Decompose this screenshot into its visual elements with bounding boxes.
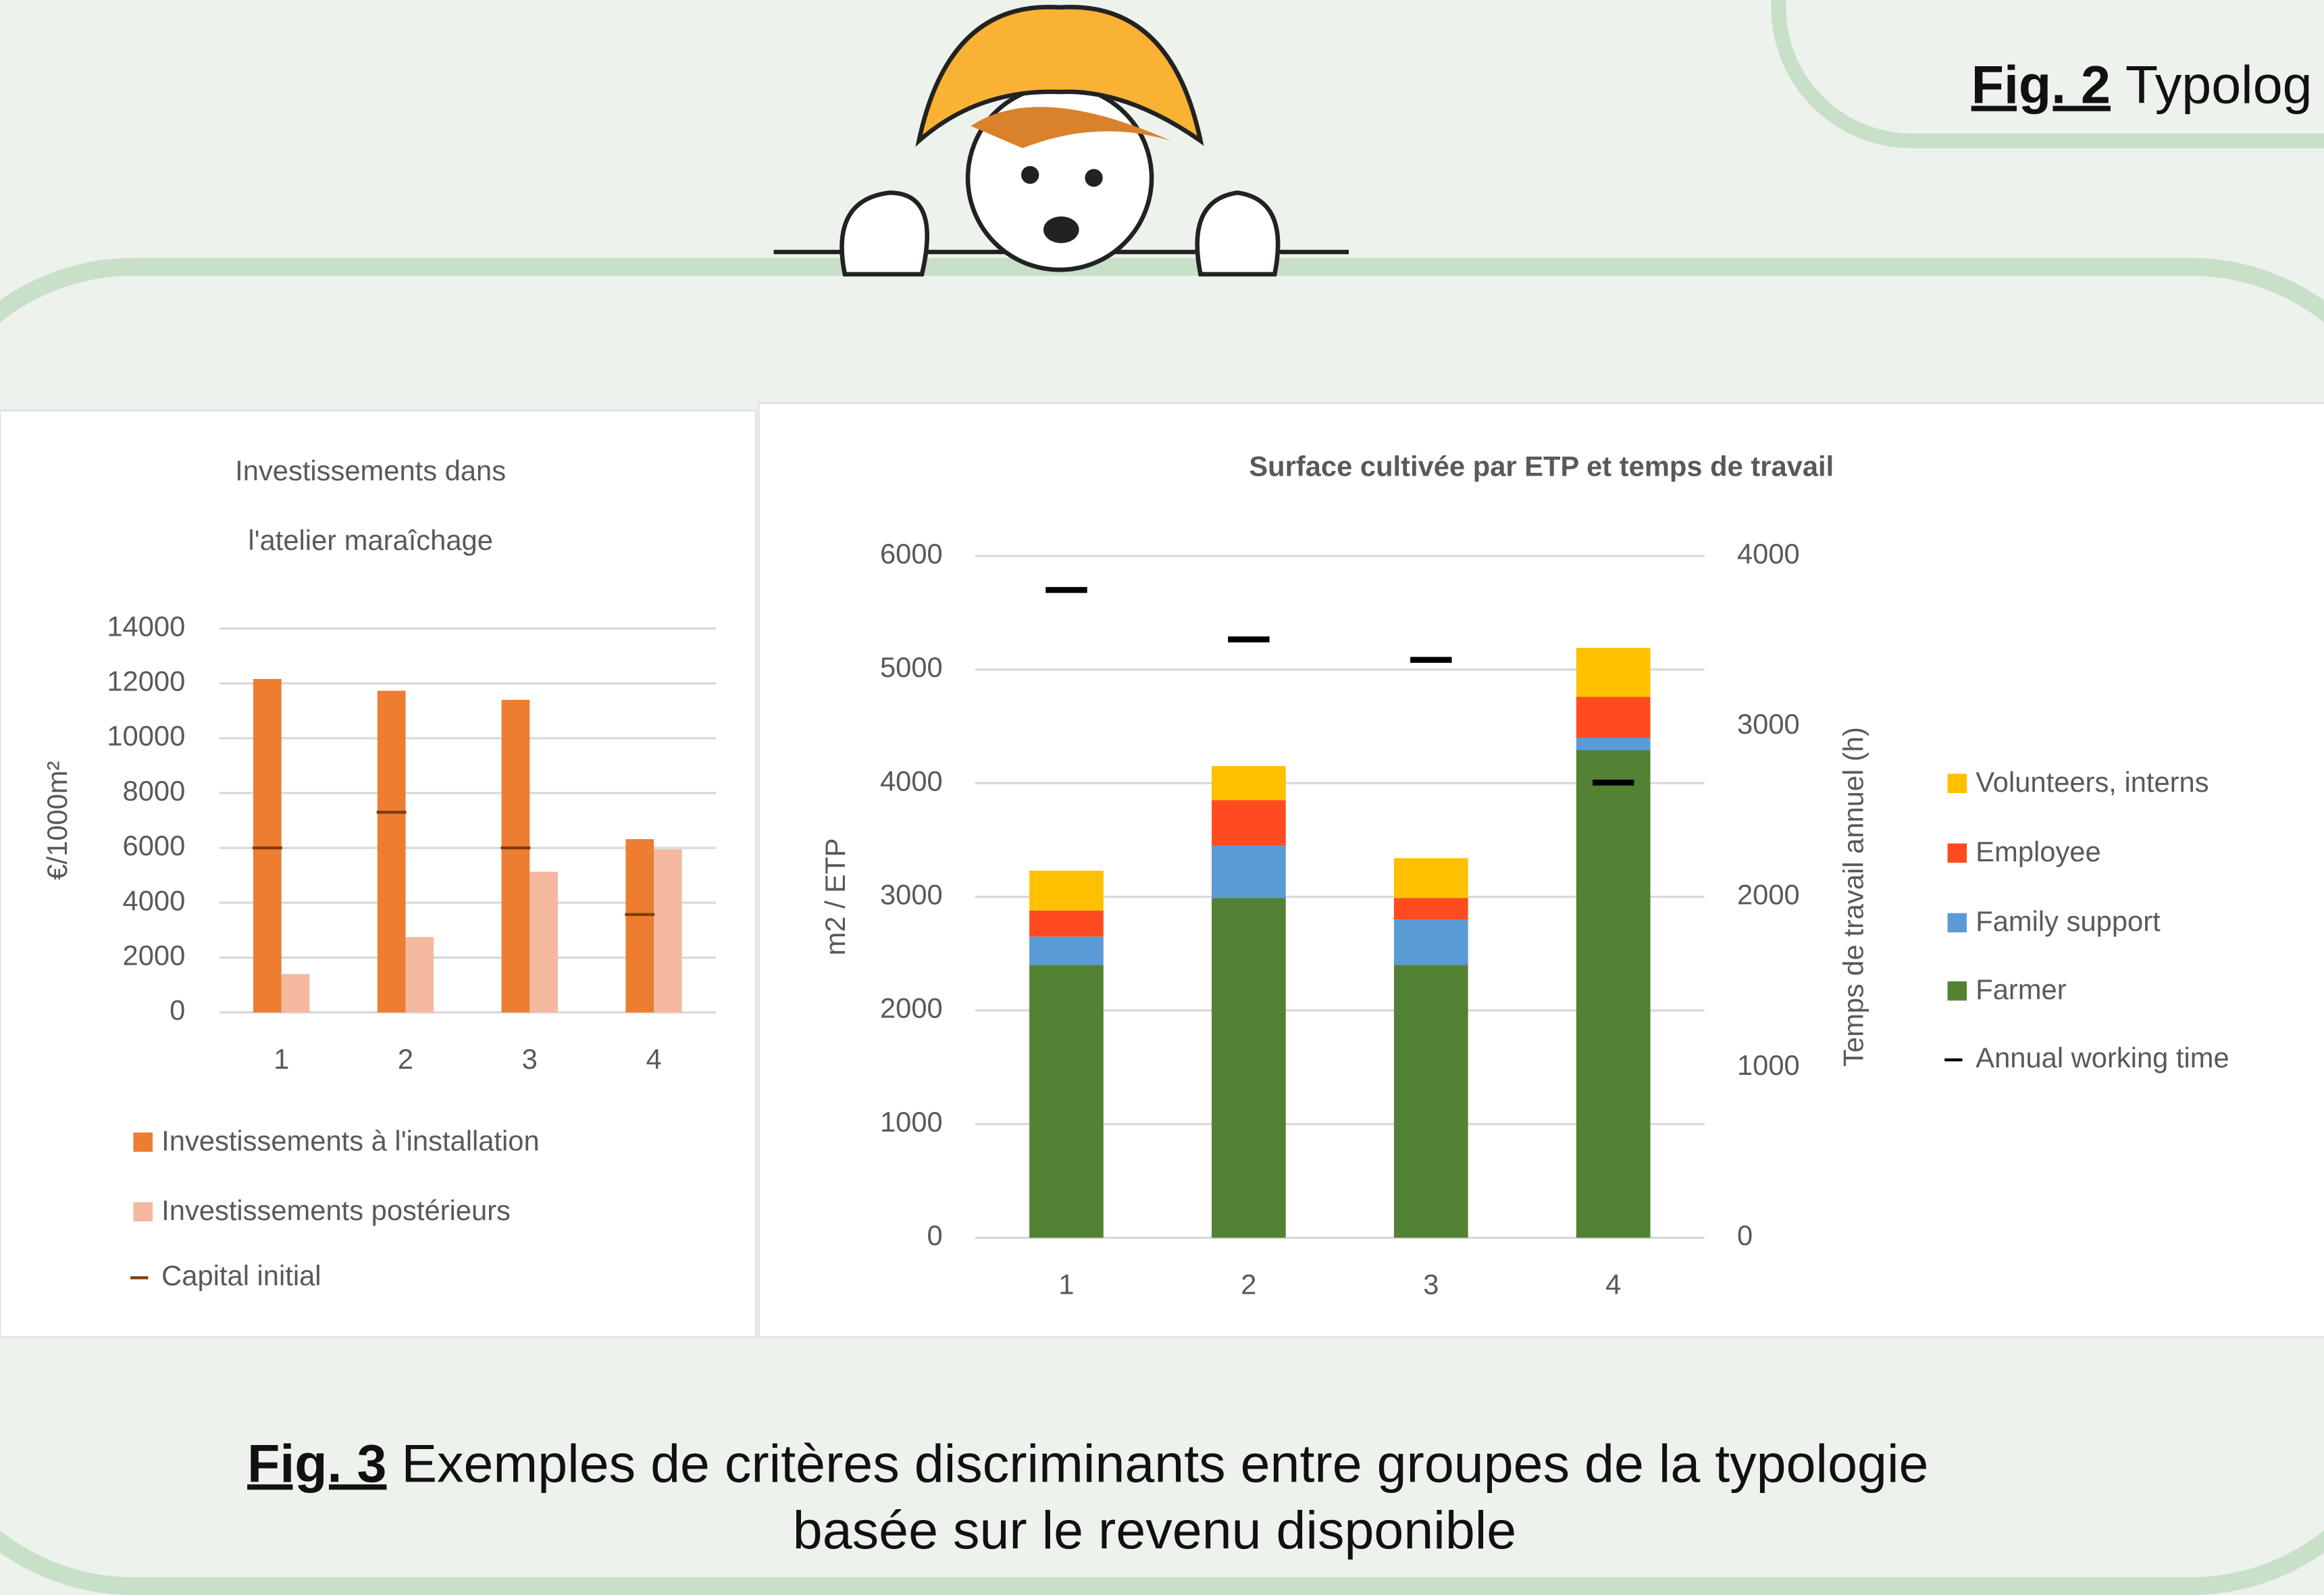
chart-title: l'atelier maraîchage — [248, 524, 493, 556]
marker — [1410, 657, 1452, 663]
bar-segment — [1029, 965, 1104, 1238]
y-tick-label: 2000 — [123, 939, 186, 971]
fig2-label: Fig. 2 — [1971, 55, 2111, 115]
bar-segment — [1212, 766, 1286, 801]
fig3-line: Exemples de critères discriminants entre… — [401, 1433, 1928, 1493]
legend-label: Volunteers, interns — [1976, 766, 2209, 798]
bar-segment — [1393, 898, 1468, 920]
legend-swatch — [1947, 913, 1967, 933]
bar — [501, 699, 530, 1013]
y-tick-label: 8000 — [123, 775, 186, 807]
x-tick-label: 3 — [522, 1043, 538, 1075]
bar — [253, 679, 282, 1013]
legend-swatch — [133, 1202, 153, 1222]
legend-label: Family support — [1976, 905, 2161, 937]
bar-segment — [1029, 936, 1104, 965]
y-tick-label: 4000 — [880, 765, 943, 796]
y-tick-label: 4000 — [123, 884, 186, 916]
bar — [405, 937, 434, 1013]
y-tick-label: 6000 — [123, 830, 186, 861]
fig2-caption: Fig. 2 Typolog — [1971, 55, 2313, 115]
bar — [530, 871, 558, 1013]
fig3-caption: Fig. 3 Exemples de critères discriminants… — [247, 1433, 1928, 1493]
x-tick-label: 4 — [1605, 1269, 1621, 1300]
legend-label: Farmer — [1976, 973, 2066, 1005]
bar — [654, 849, 682, 1013]
legend-swatch — [1947, 774, 1967, 793]
y-tick-label: 2000 — [880, 992, 943, 1024]
legend-swatch — [1947, 843, 1967, 863]
y-tick-label: 3000 — [880, 879, 943, 911]
legend-label: Employee — [1976, 836, 2100, 867]
y-tick-label: 10000 — [107, 720, 185, 752]
marker — [1228, 636, 1270, 642]
mascot — [773, 5, 1349, 277]
bar-segment — [1393, 919, 1468, 965]
x-tick-label: 2 — [1241, 1269, 1256, 1300]
marker — [252, 846, 282, 850]
y2-tick-label: 4000 — [1737, 538, 1800, 569]
fig3-label: Fig. 3 — [247, 1433, 386, 1493]
bar — [281, 973, 310, 1013]
x-tick-label: 3 — [1423, 1269, 1439, 1300]
x-tick-label: 1 — [274, 1043, 289, 1075]
bar-segment — [1212, 845, 1286, 898]
bar-segment — [1576, 697, 1651, 738]
y-tick-label: 6000 — [880, 538, 943, 569]
chart-title: Investissements dans — [235, 455, 506, 486]
x-tick-label: 1 — [1058, 1269, 1074, 1300]
legend-swatch — [130, 1276, 149, 1280]
y-tick-label: 0 — [927, 1219, 943, 1251]
y-tick-label: 1000 — [880, 1106, 943, 1138]
bar-segment — [1393, 965, 1468, 1238]
bar-segment — [1212, 898, 1286, 1238]
x-tick-label: 2 — [398, 1043, 413, 1075]
bar — [377, 690, 406, 1013]
bar-segment — [1393, 858, 1468, 898]
bar-segment — [1029, 910, 1104, 937]
marker — [1045, 586, 1087, 593]
y-tick-label: 14000 — [107, 610, 185, 642]
y-axis-label: €/1000m² — [41, 761, 73, 880]
x-tick-label: 4 — [646, 1043, 661, 1075]
y-tick-label: 12000 — [107, 665, 185, 697]
legend-label: Investissements à l'installation — [161, 1125, 539, 1157]
panel-right — [758, 402, 2324, 1338]
y-axis-label: m2 / ETP — [819, 838, 851, 956]
y2-tick-label: 1000 — [1737, 1049, 1800, 1081]
legend-label: Annual working time — [1976, 1042, 2229, 1073]
chart-title: Surface cultivée par ETP et temps de tra… — [1249, 450, 1834, 482]
legend-swatch — [1947, 981, 1967, 1001]
bar-segment — [1212, 800, 1286, 846]
y2-tick-label: 2000 — [1737, 879, 1800, 911]
bar — [625, 839, 654, 1013]
marker — [500, 846, 531, 850]
frame-top — [1771, 0, 2324, 149]
bar-segment — [1576, 750, 1651, 1238]
y2-axis-label: Temps de travail annuel (h) — [1838, 727, 1869, 1067]
marker — [625, 913, 655, 916]
fig2-text: Typolog — [2125, 55, 2313, 115]
fig3-line: basée sur le revenu disponible — [793, 1500, 1516, 1560]
y2-tick-label: 0 — [1737, 1219, 1753, 1251]
y2-tick-label: 3000 — [1737, 708, 1800, 740]
legend-swatch — [133, 1132, 153, 1152]
bar-segment — [1029, 870, 1104, 911]
bar-segment — [1576, 737, 1651, 751]
marker — [1593, 780, 1634, 786]
legend-label: Investissements postérieurs — [161, 1194, 511, 1226]
bar-segment — [1576, 648, 1651, 697]
y-tick-label: 5000 — [880, 651, 943, 683]
legend-label: Capital initial — [161, 1259, 321, 1291]
y-tick-label: 0 — [170, 994, 185, 1026]
legend-swatch — [1944, 1058, 1963, 1062]
marker — [376, 811, 407, 814]
